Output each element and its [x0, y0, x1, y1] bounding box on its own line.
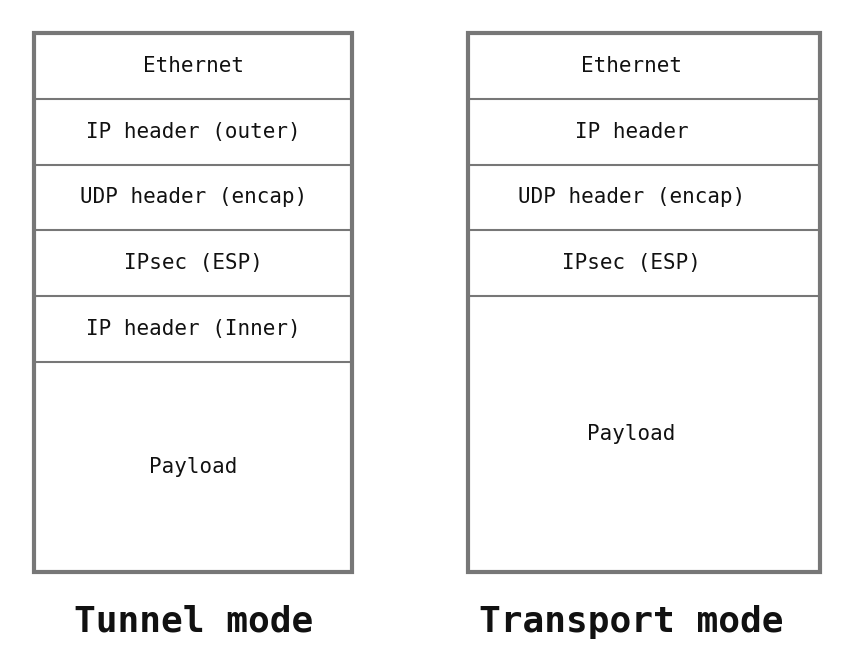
Bar — [468, 33, 820, 572]
Text: Payload: Payload — [588, 424, 675, 444]
Text: UDP header (encap): UDP header (encap) — [518, 188, 745, 207]
Text: IP header (Inner): IP header (Inner) — [86, 319, 301, 339]
Text: Ethernet: Ethernet — [143, 56, 244, 76]
Bar — [34, 33, 352, 572]
Text: Transport mode: Transport mode — [479, 604, 783, 639]
Text: Tunnel mode: Tunnel mode — [74, 604, 313, 639]
Text: IP header (outer): IP header (outer) — [86, 122, 301, 142]
Text: Ethernet: Ethernet — [581, 56, 682, 76]
Text: UDP header (encap): UDP header (encap) — [80, 188, 307, 207]
Text: IP header: IP header — [575, 122, 688, 142]
Text: IPsec (ESP): IPsec (ESP) — [124, 253, 263, 273]
Text: Payload: Payload — [149, 457, 237, 477]
Text: IPsec (ESP): IPsec (ESP) — [562, 253, 701, 273]
